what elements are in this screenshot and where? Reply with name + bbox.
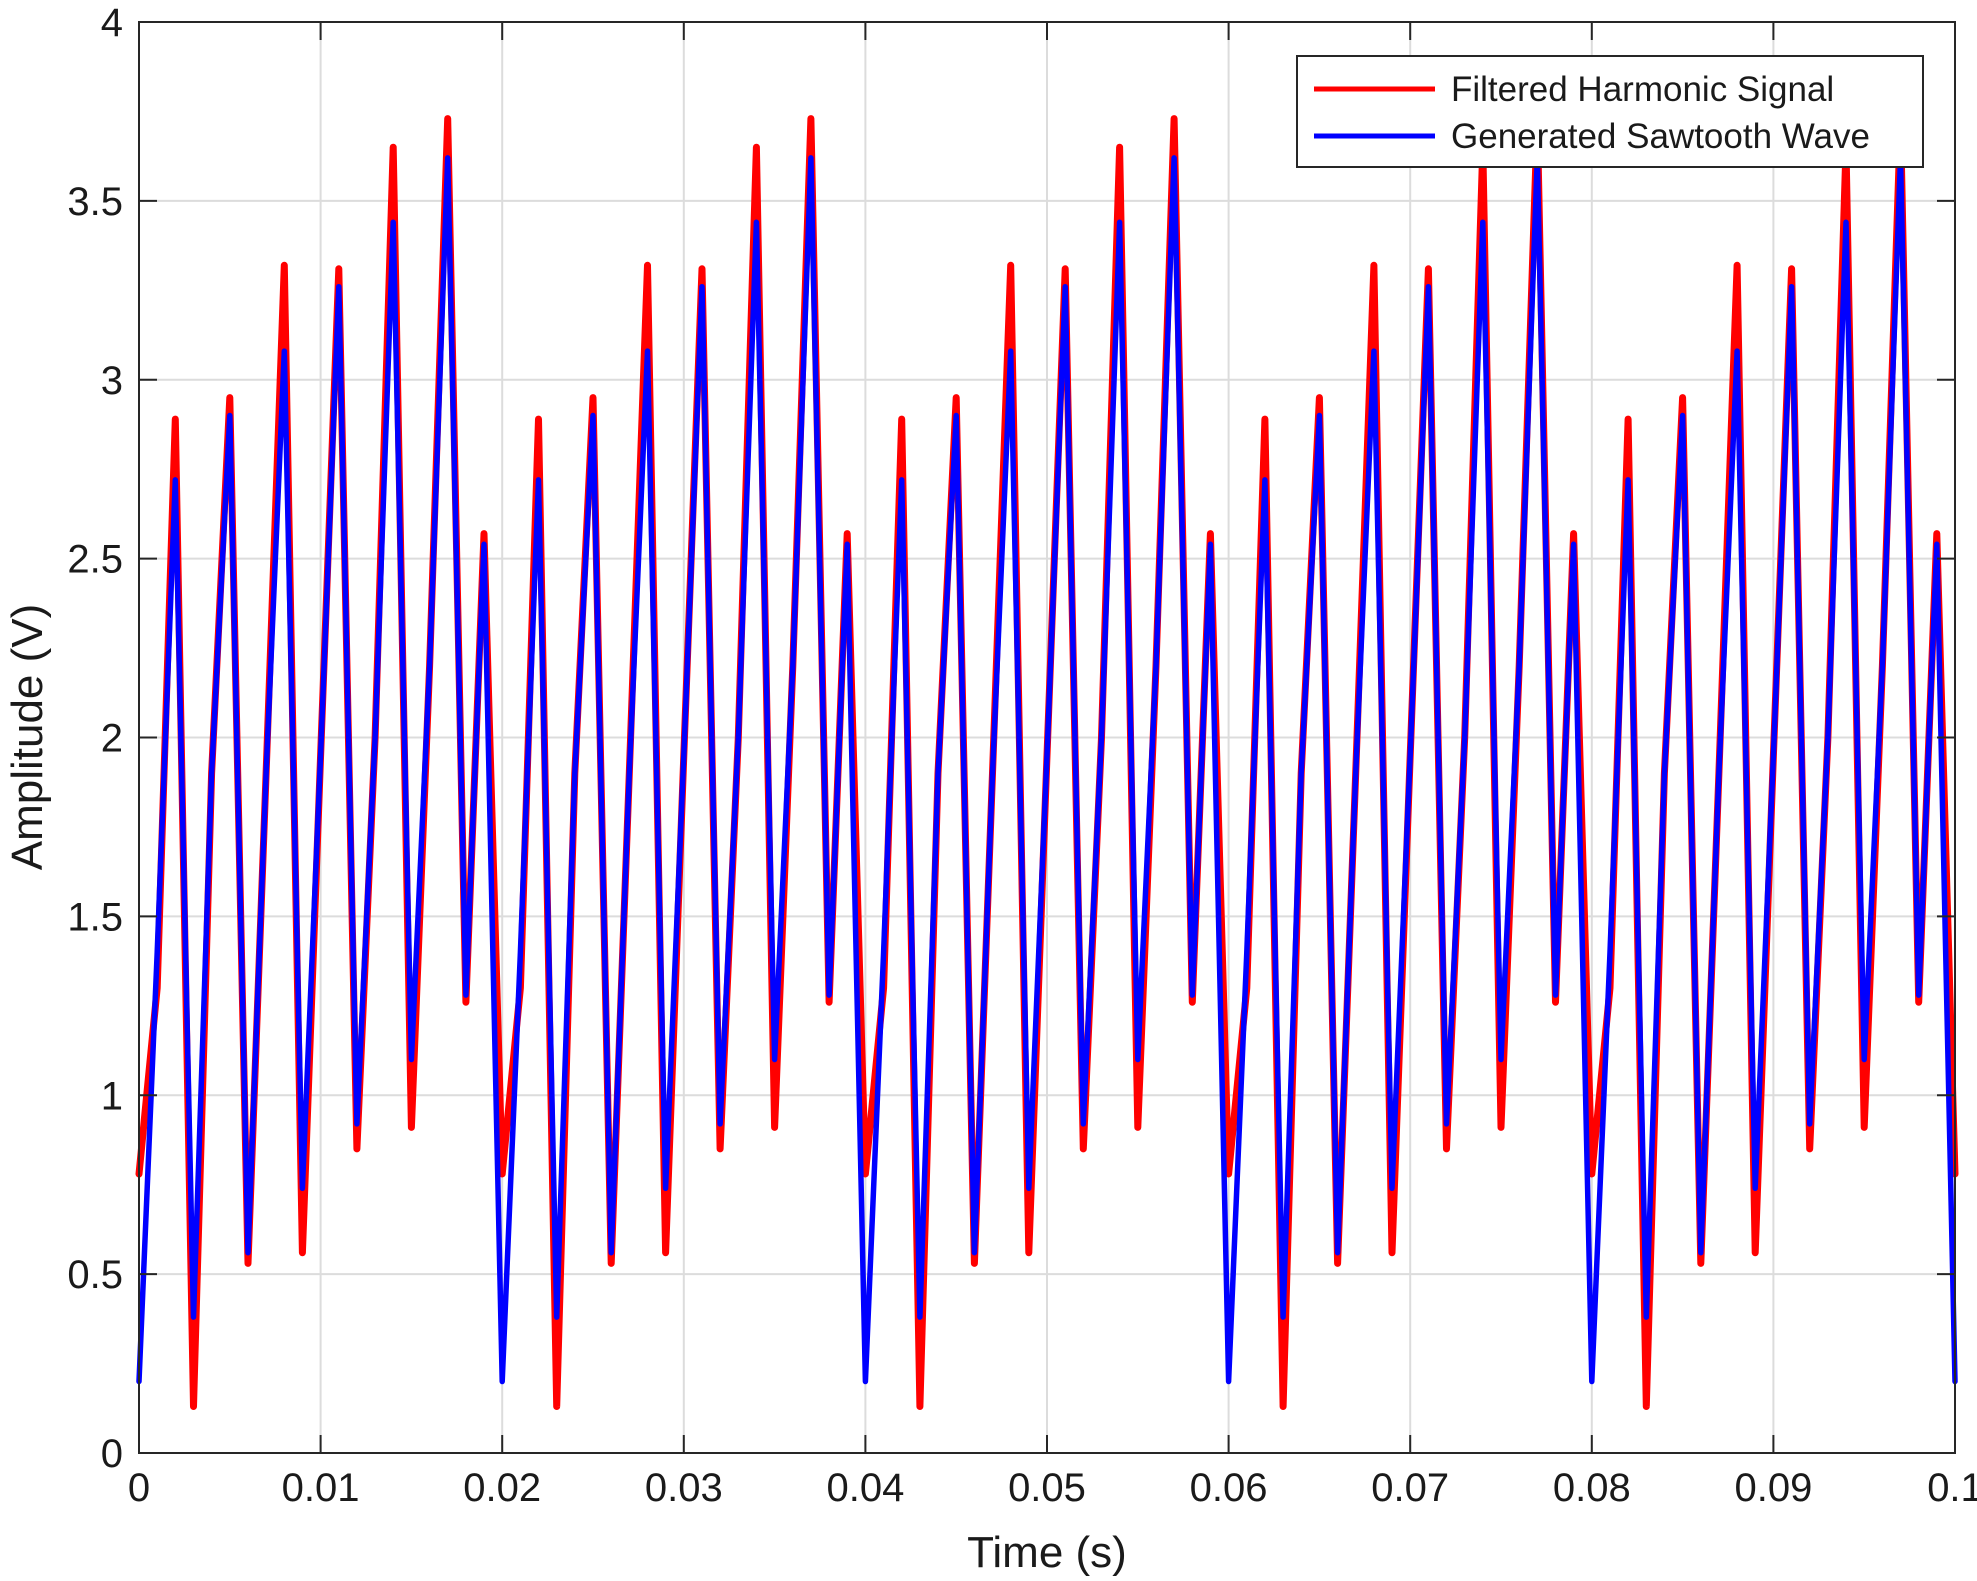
y-tick-label: 1 (101, 1074, 123, 1118)
y-tick-label: 0.5 (67, 1253, 123, 1297)
x-tick-label: 0.07 (1371, 1466, 1449, 1510)
x-tick-label: 0.09 (1734, 1466, 1812, 1510)
x-tick-label: 0.02 (463, 1466, 541, 1510)
x-tick-label: 0.06 (1190, 1466, 1268, 1510)
series-line-generated-sawtooth-wave (136, 155, 1958, 1385)
x-tick-label: 0.01 (282, 1466, 360, 1510)
x-tick-label: 0.03 (645, 1466, 723, 1510)
series-lines (135, 115, 1959, 1410)
legend-label-generated-sawtooth-wave: Generated Sawtooth Wave (1451, 117, 1870, 156)
x-axis-title: Time (s) (967, 1528, 1127, 1577)
legend-label-filtered-harmonic-signal: Filtered Harmonic Signal (1451, 70, 1834, 109)
axis-ticks (138, 21, 1956, 1454)
x-tick-label: 0.04 (826, 1466, 904, 1510)
x-tick-label: 0.1 (1927, 1466, 1977, 1510)
y-tick-label: 1.5 (67, 895, 123, 939)
y-tick-label: 3.5 (67, 180, 123, 224)
x-tick-label: 0.08 (1553, 1466, 1631, 1510)
y-tick-label: 2 (101, 717, 123, 761)
x-tick-label: 0 (128, 1466, 150, 1510)
legend-box (1296, 55, 1924, 168)
y-tick-label: 2.5 (67, 538, 123, 582)
tick-labels: 0 0.01 0.02 0.03 0.04 0.05 0.06 0.07 0.08 0.09 0.1… (67, 1, 1977, 1510)
legend: Filtered Harmonic Signal Generated Sawto… (1296, 55, 1924, 168)
y-axis-title: Amplitude (V) (3, 604, 52, 871)
y-tick-label: 3 (101, 359, 123, 403)
y-tick-label: 0 (101, 1432, 123, 1476)
x-tick-label: 0.05 (1008, 1466, 1086, 1510)
y-tick-label: 4 (101, 1, 123, 45)
